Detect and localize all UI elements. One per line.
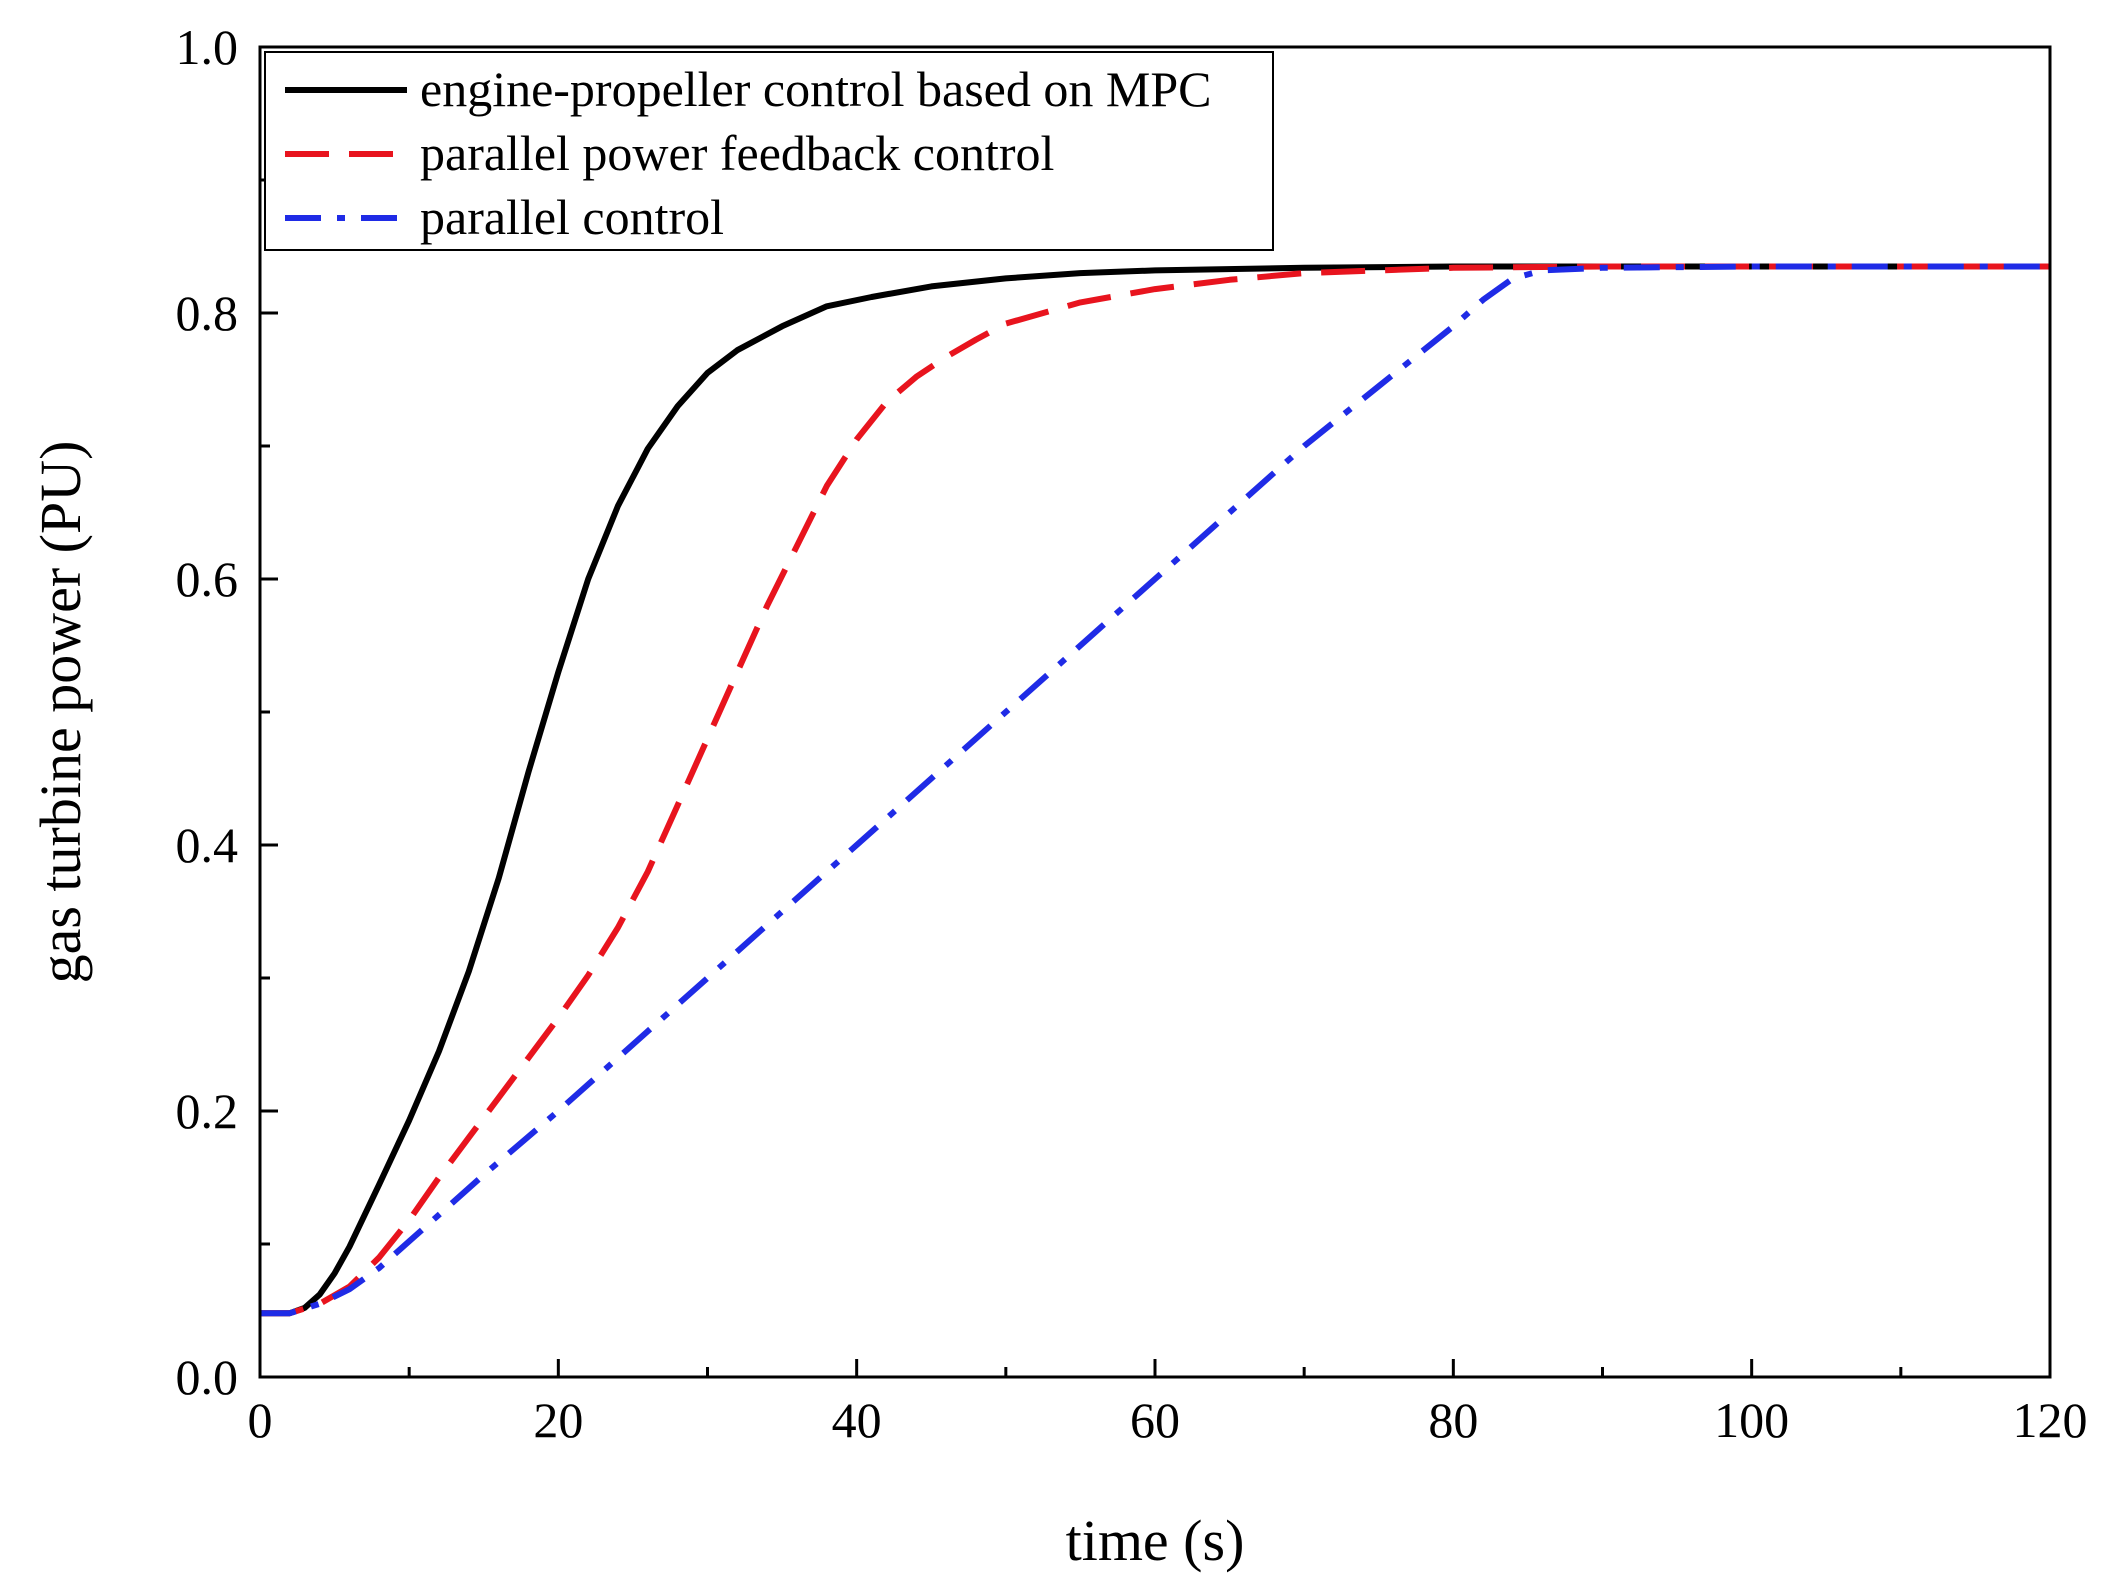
x-axis-title: time (s)	[1066, 1508, 1245, 1573]
x-tick-label: 100	[1714, 1392, 1789, 1448]
legend-label-1: engine-propeller control based on MPC	[420, 61, 1211, 117]
legend: engine-propeller control based on MPC par…	[264, 51, 1274, 251]
x-tick-label: 120	[2013, 1392, 2088, 1448]
x-tick-label: 60	[1130, 1392, 1180, 1448]
x-tick-label: 20	[533, 1392, 583, 1448]
y-tick-label: 0.8	[176, 285, 239, 341]
x-tick-label: 80	[1428, 1392, 1478, 1448]
x-tick-label: 0	[248, 1392, 273, 1448]
y-tick-label: 1.0	[176, 19, 239, 75]
y-axis-title: gas turbine power (PU)	[28, 441, 93, 984]
tick-labels: 0 20 40 60 80 100 120 0.0 0.2 0.4 0.6 0.8 1.0	[176, 19, 2088, 1448]
y-tick-label: 0.2	[176, 1083, 239, 1139]
legend-box	[264, 51, 1274, 251]
ticks-layer	[258, 45, 2052, 1379]
y-tick-label: 0.4	[176, 817, 239, 873]
series-line-2	[260, 263, 2050, 1317]
legend-label-2: parallel power feedback control	[420, 125, 1054, 181]
series-line-3	[260, 263, 2050, 1317]
legend-label-3: parallel control	[420, 189, 724, 245]
legend-items: engine-propeller control based on MPC par…	[285, 61, 1211, 245]
x-tick-label: 40	[832, 1392, 882, 1448]
series-line-1	[260, 263, 2050, 1317]
y-tick-label: 0.6	[176, 551, 239, 607]
y-tick-label: 0.0	[176, 1349, 239, 1405]
series-layer	[260, 263, 2050, 1317]
